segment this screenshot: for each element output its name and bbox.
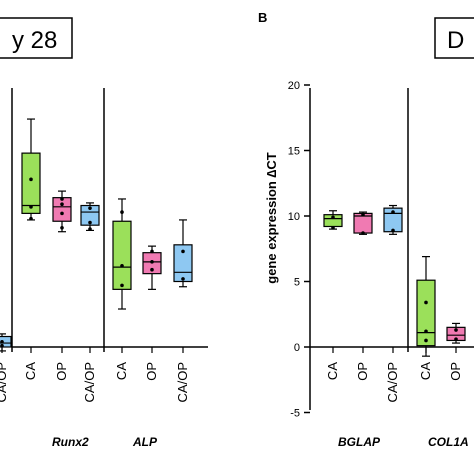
data-point xyxy=(361,212,365,217)
box-rect xyxy=(416,279,436,347)
title-box-left: y 28 xyxy=(0,17,73,59)
panel-b-y-tick-label: 5 xyxy=(294,277,300,289)
data-point xyxy=(88,227,92,231)
panel-b-x-tick-label: CA/OP xyxy=(385,362,400,402)
data-point xyxy=(331,215,335,220)
data-point xyxy=(29,205,33,209)
panel-b-group-label-col1a: COL1A xyxy=(428,435,469,449)
data-point xyxy=(361,231,365,235)
data-point xyxy=(60,197,64,201)
panel-b-box-ca-op xyxy=(383,204,403,235)
data-point xyxy=(424,300,428,305)
title-box-right: D xyxy=(434,17,474,59)
data-point xyxy=(29,216,33,221)
box-rect xyxy=(80,204,100,226)
panel-b-label: B xyxy=(258,10,267,25)
data-point xyxy=(424,329,428,334)
panel-a-x-tick-label: OP xyxy=(54,362,69,381)
box-rect xyxy=(112,220,132,290)
data-point xyxy=(424,338,428,343)
data-point xyxy=(454,328,458,332)
panel-a-x-tick-label: CA/OP xyxy=(82,362,97,402)
data-point xyxy=(60,211,64,216)
panel-b-group-label-bglap: BGLAP xyxy=(338,435,381,449)
data-point xyxy=(120,283,124,288)
data-point xyxy=(60,225,64,230)
panel-a-box-op xyxy=(52,190,72,233)
box-rect xyxy=(21,152,41,214)
title-box-left-text: y 28 xyxy=(12,27,57,54)
data-point xyxy=(88,206,92,210)
data-point xyxy=(0,343,4,348)
title-box-right-text: D xyxy=(447,27,464,54)
data-point xyxy=(60,202,64,207)
panel-a-x-tick-label: OP xyxy=(144,362,159,381)
data-point xyxy=(150,267,154,272)
panel-b-plot: gene expression ∆CT BGLAP COL1A -5 0 5 10 15… xyxy=(264,80,474,449)
panel-a-box-ca-op xyxy=(173,219,193,288)
data-point xyxy=(454,337,458,341)
data-point xyxy=(391,228,395,233)
panel-b-x-tick-label: CA xyxy=(325,362,340,380)
panel-b-x-tick-label: OP xyxy=(448,362,463,381)
panel-a-x-tick-label: CA xyxy=(114,362,129,380)
panel-b-y-tick-label: -5 xyxy=(290,408,300,420)
panel-a-x-tick-label: CA/OP xyxy=(175,362,190,402)
panel-a-group-label-alp: ALP xyxy=(132,435,158,449)
panel-b-y-axis-label: gene expression ∆CT xyxy=(264,152,279,284)
panel-a-box-op xyxy=(142,245,162,290)
panel-b-box-ca xyxy=(323,210,343,230)
panel-a-box-ca-op xyxy=(80,202,100,232)
data-point xyxy=(150,249,154,254)
panel-b-box-ca xyxy=(416,256,436,357)
data-point xyxy=(181,249,185,254)
panel-a-group-label-runx2: Runx2 xyxy=(52,435,89,449)
panel-a-x-tick-label: CA xyxy=(23,362,38,380)
panel-b-y-tick-label: 15 xyxy=(288,146,300,158)
panel-b-y-tick-label: 10 xyxy=(288,211,300,223)
data-point xyxy=(150,260,154,264)
data-point xyxy=(120,210,124,214)
panel-a-box-ca xyxy=(112,198,132,310)
data-point xyxy=(181,277,185,281)
panel-b-x-tick-label: OP xyxy=(355,362,370,381)
panel-b-box-op xyxy=(353,211,373,235)
panel-b-box-op xyxy=(446,322,466,344)
box-rect xyxy=(52,197,72,222)
data-point xyxy=(88,220,92,225)
panel-b-y-tick-label: 20 xyxy=(288,80,300,92)
data-point xyxy=(29,177,33,182)
panel-a-box-ca xyxy=(21,118,41,221)
data-point xyxy=(0,339,4,344)
data-point xyxy=(120,263,124,268)
panel-a-plot: Runx2 ALP CA/OP CA OP CA/OP CA OP CA/OP xyxy=(0,88,208,449)
data-point xyxy=(391,210,395,214)
panel-b-y-tick-label: 0 xyxy=(294,342,300,354)
panel-a-x-tick-label: CA/OP xyxy=(0,362,9,402)
data-point xyxy=(331,225,335,230)
panel-b-x-tick-label: CA xyxy=(418,362,433,380)
